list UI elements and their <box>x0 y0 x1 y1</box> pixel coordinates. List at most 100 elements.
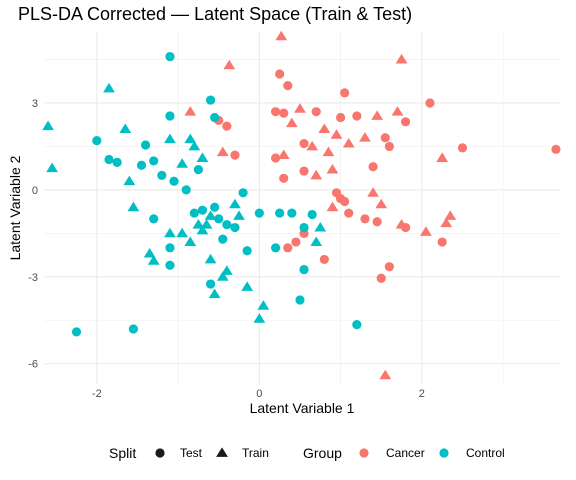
triangle-point-cancer <box>444 210 457 220</box>
legend-key-control <box>439 448 449 458</box>
triangle-point-control <box>127 201 140 212</box>
circle-point-cancer <box>279 173 289 183</box>
circle-point-cancer <box>279 108 289 118</box>
circle-point-control <box>165 111 175 121</box>
legend-label-train: Train <box>242 446 269 460</box>
triangle-point-control <box>103 82 115 93</box>
circle-point-control <box>275 208 285 218</box>
x-axis-title: Latent Variable 1 <box>250 400 355 416</box>
circle-point-cancer <box>299 166 309 176</box>
x-tick-label: 2 <box>419 388 425 400</box>
y-axis-title: Latent Variable 2 <box>7 155 23 260</box>
legend-title-split: Split <box>109 445 136 461</box>
triangle-point-control <box>200 219 213 229</box>
y-tick-label: -6 <box>28 359 38 371</box>
circle-point-control <box>165 52 175 62</box>
triangle-point-control <box>123 175 136 186</box>
y-tick-label: 3 <box>32 98 38 110</box>
circle-point-control <box>136 160 147 170</box>
circle-point-cancer <box>283 80 293 91</box>
circle-point-cancer <box>384 141 394 152</box>
triangle-point-cancer <box>391 106 404 116</box>
circle-point-control <box>287 208 297 218</box>
triangle-point-control <box>204 253 217 264</box>
triangle-point-control <box>176 158 189 168</box>
triangle-point-cancer <box>318 123 331 133</box>
triangle-point-cancer <box>375 198 388 209</box>
triangle-point-cancer <box>420 226 432 236</box>
circle-point-cancer <box>335 112 346 123</box>
circle-point-cancer <box>360 214 370 224</box>
circle-point-cancer <box>283 243 293 253</box>
circle-point-control <box>214 214 224 224</box>
circle-point-control <box>104 154 114 165</box>
circle-point-control <box>242 246 252 256</box>
legend-label-test: Test <box>180 446 203 460</box>
circle-point-control <box>128 324 138 334</box>
circle-point-cancer <box>401 222 411 233</box>
circle-point-cancer <box>384 262 394 272</box>
circle-point-cancer <box>275 69 285 79</box>
circle-point-control <box>197 205 208 215</box>
chart-title: PLS-DA Corrected — Latent Space (Train &… <box>18 4 413 24</box>
circle-point-cancer <box>551 144 561 154</box>
circle-point-control <box>189 208 199 218</box>
circle-point-control <box>140 140 151 150</box>
triangle-point-cancer <box>326 164 339 174</box>
circle-point-control <box>230 222 240 233</box>
circle-point-cancer <box>368 162 378 172</box>
triangle-point-control <box>204 210 217 220</box>
y-tick-label: 0 <box>32 185 38 197</box>
triangle-point-control <box>241 281 254 291</box>
circle-point-control <box>165 260 175 270</box>
circle-point-control <box>169 176 179 186</box>
triangle-point-control <box>184 236 197 246</box>
x-tick-label: -2 <box>92 388 102 400</box>
circle-point-control <box>299 264 309 275</box>
circle-point-control <box>352 320 362 330</box>
circle-point-control <box>210 112 220 123</box>
circle-point-control <box>112 157 122 167</box>
legend-title-group: Group <box>303 445 342 461</box>
y-tick-label: -3 <box>28 272 38 284</box>
triangle-point-control <box>310 236 323 246</box>
triangle-point-cancer <box>359 132 371 142</box>
triangle-point-control <box>188 140 201 151</box>
circle-point-cancer <box>380 133 390 143</box>
legend: Split Test Train Group Cancer Control <box>109 445 505 461</box>
triangle-point-cancer <box>184 106 197 116</box>
triangle-point-cancer <box>310 169 323 180</box>
circle-point-control <box>299 222 309 233</box>
circle-point-control <box>149 156 159 166</box>
triangle-point-cancer <box>285 117 298 128</box>
triangle-point-cancer <box>216 146 229 157</box>
circle-point-control <box>270 243 281 253</box>
points <box>42 30 561 380</box>
triangle-point-control <box>192 219 205 229</box>
triangle-point-cancer <box>440 217 453 228</box>
triangle-point-control <box>184 133 197 144</box>
circle-point-control <box>205 95 216 105</box>
circle-point-cancer <box>270 153 281 163</box>
axes: -2 0 2 -6 -3 0 3 <box>28 98 425 400</box>
triangle-point-control <box>147 255 160 265</box>
triangle-point-control <box>216 271 229 281</box>
circle-point-cancer <box>311 107 321 117</box>
triangle-point-cancer <box>367 187 379 197</box>
circle-point-cancer <box>222 121 232 131</box>
circle-point-control <box>92 136 102 146</box>
triangle-point-control <box>164 227 176 238</box>
triangle-point-control <box>220 265 233 275</box>
circle-point-control <box>218 234 228 244</box>
circle-point-cancer <box>376 273 386 283</box>
legend-key-train <box>216 447 228 457</box>
triangle-point-control <box>229 198 241 209</box>
triangle-point-control <box>46 162 59 173</box>
triangle-point-cancer <box>306 140 319 151</box>
triangle-point-control <box>257 300 270 310</box>
circle-point-cancer <box>425 98 435 108</box>
circle-point-cancer <box>270 107 281 117</box>
triangle-point-cancer <box>322 146 335 157</box>
triangle-point-cancer <box>294 103 306 113</box>
